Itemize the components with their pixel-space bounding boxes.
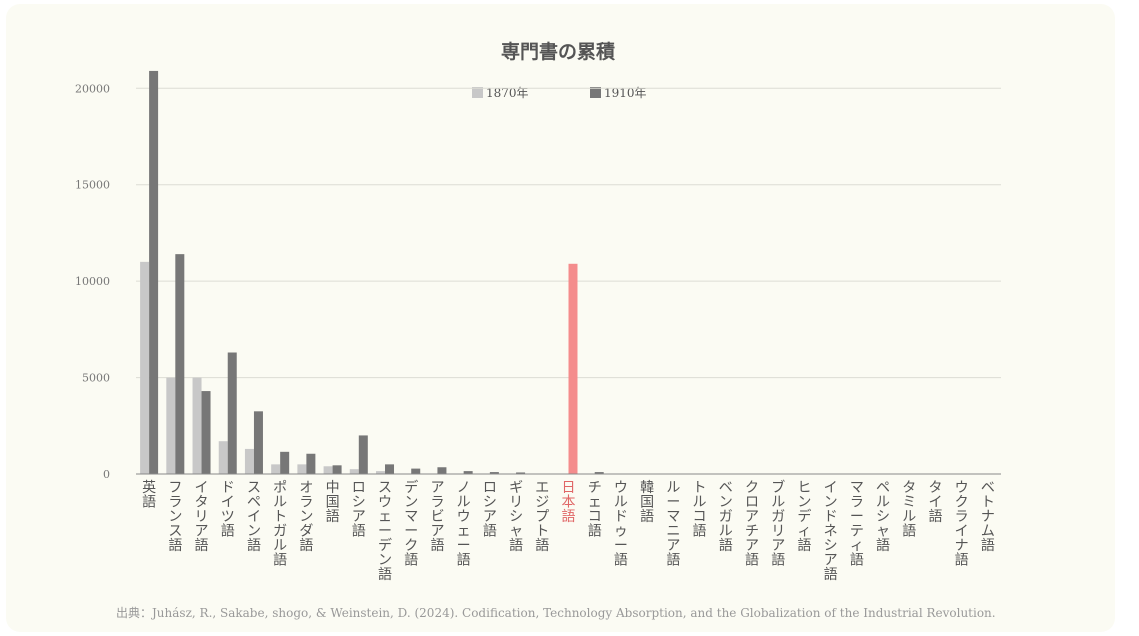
legend-label: 1870年 [486,86,529,100]
x-tick-label: マラーティ語 [850,480,864,569]
x-tick-label: ペルシャ語 [876,480,890,554]
bar [349,469,359,474]
x-tick-label: デンマーク語 [404,479,418,569]
chart-card: 専門書の累積 1870年 1910年 0 5000 10000 15000 20000 英… [6,4,1115,632]
x-tick-label: ベンガル語 [719,480,733,554]
bar [297,464,307,474]
x-tick-label: タイ語 [928,480,942,525]
grid: 0 5000 10000 15000 20000 [75,82,1001,481]
source-note: 出典：Juhász, R., Sakabe, shogo, & Weinstei… [116,606,996,620]
x-tick-label: ポルトガル語 [273,480,287,569]
bar [271,464,281,474]
x-tick-label: 日本語 [562,480,576,525]
bar [218,441,228,474]
legend-swatch [472,87,483,98]
x-tick-label: 中国語 [326,480,340,525]
x-tick-label: エジプト語 [535,480,549,554]
x-axis-labels: 英語フランス語イタリア語ドイツ語スペイン語ポルトガル語オランダ語中国語ロシア語ス… [142,479,995,583]
x-tick-label: ギリシャ語 [509,480,523,554]
bar [437,467,447,474]
bar [411,468,421,474]
x-tick-label: チェコ語 [588,480,602,540]
bar [253,411,263,474]
bar [244,448,254,474]
x-tick-label: フランス語 [168,480,182,554]
x-tick-label: ドイツ語 [221,480,235,540]
x-tick-label: トルコ語 [693,480,707,540]
bar [568,263,578,474]
bar [201,391,211,474]
bar [516,472,526,474]
x-tick-label: イタリア語 [195,480,209,554]
y-tick-label: 0 [103,468,110,481]
x-tick-label: スウェーデン語 [378,480,392,583]
bar [323,466,333,474]
x-tick-label: ヒンディ語 [797,480,811,554]
x-tick-label: クロアチア語 [745,480,759,569]
x-tick-label: ウルドゥー語 [614,480,628,569]
bar [149,70,159,474]
x-tick-label: ウクライナ語 [955,480,969,569]
bar [463,471,473,474]
bar [175,254,185,474]
y-tick-label: 5000 [82,372,110,385]
x-tick-label: ベトナム語 [981,480,995,554]
y-tick-label: 20000 [75,82,110,95]
bar [166,377,176,474]
x-tick-label: ロシア語 [483,480,497,540]
x-tick-label: タミル語 [902,480,916,540]
x-tick-label: インドネシア語 [824,480,838,583]
x-tick-label: 韓国語 [640,480,654,525]
x-tick-label: オランダ語 [299,480,313,554]
y-tick-label: 10000 [75,275,110,288]
legend: 1870年 1910年 [472,86,647,100]
bar [280,451,290,474]
bar [594,472,604,474]
bar [385,464,395,474]
x-tick-label: ブルガリア語 [771,479,785,569]
bar [332,465,342,474]
x-tick-label: ルーマニア語 [666,480,680,569]
x-tick-label: スペイン語 [247,480,261,554]
x-tick-label: アラビア語 [430,480,444,554]
x-tick-label: 英語 [142,479,156,511]
bar [192,377,202,474]
bar [376,471,386,474]
legend-label: 1910年 [604,86,647,100]
bar [140,261,150,474]
chart-title: 専門書の累積 [501,40,615,63]
bar [489,472,499,474]
bar [227,352,237,474]
legend-swatch [590,87,601,98]
x-tick-label: ロシア語 [352,480,366,540]
bars [140,70,604,474]
bar-chart: 専門書の累積 1870年 1910年 0 5000 10000 15000 20000 英… [75,40,1001,620]
bar [306,453,316,474]
y-tick-label: 15000 [75,179,110,192]
bar [358,435,368,474]
x-tick-label: ノルウェー語 [457,480,471,569]
